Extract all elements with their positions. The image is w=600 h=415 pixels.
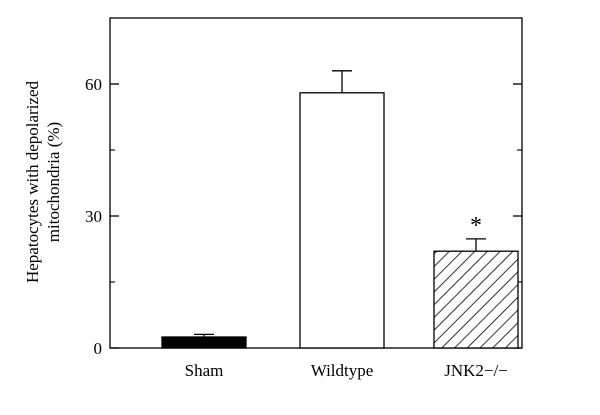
bar-1 <box>299 92 385 349</box>
category-label-2: JNK2−/− <box>444 361 508 380</box>
category-label-0: Sham <box>185 361 224 380</box>
y-axis-title-line-2: mitochondria (%) <box>44 122 63 242</box>
y-axis-title-line-1: Hepatocytes with depolarized <box>23 80 42 283</box>
significance-marker: * <box>470 213 482 239</box>
category-label-1: Wildtype <box>311 361 374 380</box>
y-tick-label: 60 <box>85 75 102 94</box>
y-tick-label: 30 <box>85 207 102 226</box>
y-axis-title: Hepatocytes with depolarized mitochondri… <box>23 80 63 283</box>
bar-0 <box>161 336 247 349</box>
bar-2 <box>433 250 519 349</box>
y-tick-label: 0 <box>94 339 103 358</box>
